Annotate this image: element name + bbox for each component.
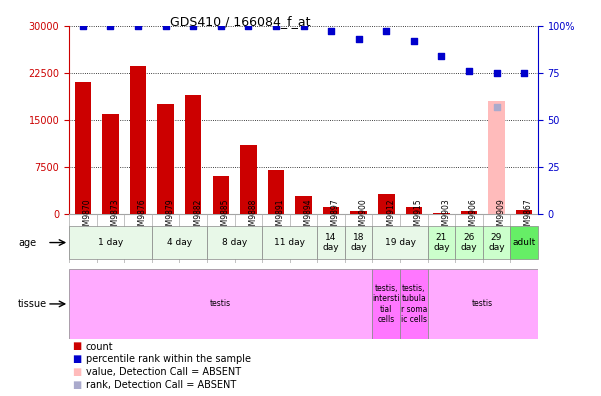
Point xyxy=(271,23,281,29)
Point xyxy=(216,23,225,29)
Text: 4 day: 4 day xyxy=(167,238,192,247)
Text: 19 day: 19 day xyxy=(385,238,415,247)
Text: GSM9888: GSM9888 xyxy=(248,198,257,234)
Bar xyxy=(295,196,312,214)
Bar xyxy=(207,226,262,259)
Text: GSM9879: GSM9879 xyxy=(166,198,175,234)
Text: GSM9897: GSM9897 xyxy=(331,198,340,234)
Text: GSM9891: GSM9891 xyxy=(276,198,285,234)
Point xyxy=(326,28,336,34)
Text: 29
day: 29 day xyxy=(488,233,505,252)
Text: GSM9909: GSM9909 xyxy=(496,198,505,235)
Bar xyxy=(483,226,510,259)
Bar xyxy=(152,226,207,259)
Text: 18
day: 18 day xyxy=(350,233,367,252)
Text: 21
day: 21 day xyxy=(433,233,450,252)
Text: ■: ■ xyxy=(72,367,81,377)
Bar xyxy=(350,211,367,214)
Bar xyxy=(323,207,340,214)
Text: 8 day: 8 day xyxy=(222,238,247,247)
Text: rank, Detection Call = ABSENT: rank, Detection Call = ABSENT xyxy=(86,379,236,390)
Point xyxy=(464,68,474,74)
Bar xyxy=(69,226,152,259)
Point xyxy=(243,23,253,29)
Text: GSM9915: GSM9915 xyxy=(414,198,423,234)
Bar xyxy=(373,226,427,259)
Bar xyxy=(433,213,450,214)
Text: 11 day: 11 day xyxy=(274,238,305,247)
Bar xyxy=(516,210,532,214)
Text: 26
day: 26 day xyxy=(460,233,477,252)
Text: GSM9876: GSM9876 xyxy=(138,198,147,234)
Text: age: age xyxy=(18,238,36,248)
Bar xyxy=(102,114,119,214)
Point xyxy=(382,28,391,34)
Point xyxy=(188,23,198,29)
Point xyxy=(78,23,88,29)
Point xyxy=(354,36,364,42)
Bar xyxy=(262,226,317,259)
Bar xyxy=(461,211,477,214)
Point xyxy=(161,23,171,29)
Text: adult: adult xyxy=(513,238,535,247)
Text: testis,
intersti
tial
cells: testis, intersti tial cells xyxy=(373,284,400,324)
Bar xyxy=(240,145,257,214)
Point xyxy=(492,103,501,110)
Point xyxy=(133,23,143,29)
Bar xyxy=(267,170,284,214)
Point xyxy=(106,23,115,29)
Bar xyxy=(130,67,146,214)
Text: GSM9903: GSM9903 xyxy=(441,198,450,235)
Text: GSM9900: GSM9900 xyxy=(359,198,368,235)
Text: ■: ■ xyxy=(72,379,81,390)
Text: 14
day: 14 day xyxy=(323,233,340,252)
Bar xyxy=(69,269,373,339)
Text: GSM9882: GSM9882 xyxy=(193,198,202,234)
Bar xyxy=(488,101,505,214)
Text: 1 day: 1 day xyxy=(98,238,123,247)
Bar xyxy=(75,82,91,214)
Point xyxy=(409,38,419,44)
Bar xyxy=(510,226,538,259)
Text: GSM9867: GSM9867 xyxy=(524,198,533,234)
Text: tissue: tissue xyxy=(18,299,47,309)
Text: GSM9885: GSM9885 xyxy=(221,198,230,234)
Bar xyxy=(373,269,400,339)
Text: count: count xyxy=(86,341,114,352)
Bar xyxy=(345,226,373,259)
Bar xyxy=(213,176,229,214)
Bar xyxy=(157,104,174,214)
Text: GSM9894: GSM9894 xyxy=(304,198,313,234)
Bar xyxy=(317,226,345,259)
Text: GSM9912: GSM9912 xyxy=(386,198,395,234)
Text: GSM9906: GSM9906 xyxy=(469,198,478,235)
Text: ■: ■ xyxy=(72,354,81,364)
Bar xyxy=(400,269,427,339)
Bar xyxy=(427,226,455,259)
Bar xyxy=(185,95,201,214)
Text: testis,
tubula
r soma
ic cells: testis, tubula r soma ic cells xyxy=(401,284,427,324)
Text: GSM9873: GSM9873 xyxy=(111,198,120,234)
Point xyxy=(436,53,446,59)
Bar xyxy=(455,226,483,259)
Text: value, Detection Call = ABSENT: value, Detection Call = ABSENT xyxy=(86,367,241,377)
Bar xyxy=(488,213,505,214)
Text: GSM9870: GSM9870 xyxy=(83,198,92,234)
Text: ■: ■ xyxy=(72,341,81,352)
Point xyxy=(492,70,501,76)
Bar xyxy=(406,207,422,214)
Text: GDS410 / 166084_f_at: GDS410 / 166084_f_at xyxy=(170,15,311,28)
Bar xyxy=(427,269,538,339)
Text: testis: testis xyxy=(210,299,231,308)
Point xyxy=(299,23,308,29)
Text: percentile rank within the sample: percentile rank within the sample xyxy=(86,354,251,364)
Point xyxy=(519,70,529,76)
Text: testis: testis xyxy=(472,299,493,308)
Bar xyxy=(378,194,394,214)
